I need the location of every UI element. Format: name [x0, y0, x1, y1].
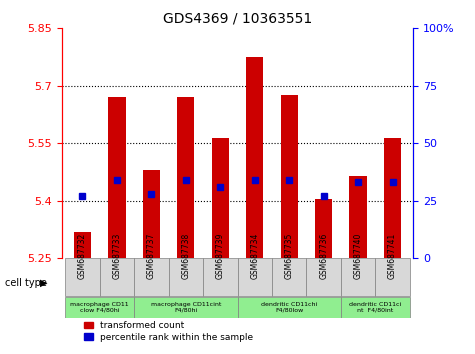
FancyBboxPatch shape	[203, 258, 238, 296]
Text: GSM687736: GSM687736	[319, 232, 328, 279]
FancyBboxPatch shape	[272, 258, 306, 296]
Legend: transformed count, percentile rank within the sample: transformed count, percentile rank withi…	[84, 321, 253, 342]
Bar	[212, 138, 229, 258]
Text: macrophage CD11cint
F4/80hi: macrophage CD11cint F4/80hi	[151, 302, 221, 313]
Bar	[108, 97, 125, 258]
FancyBboxPatch shape	[238, 258, 272, 296]
Bar	[384, 138, 401, 258]
FancyBboxPatch shape	[100, 258, 134, 296]
Text: GSM687739: GSM687739	[216, 232, 225, 279]
Text: GSM687738: GSM687738	[181, 233, 190, 279]
Text: macrophage CD11
clow F4/80hi: macrophage CD11 clow F4/80hi	[70, 302, 129, 313]
Text: dendritic CD11ci
nt  F4/80int: dendritic CD11ci nt F4/80int	[349, 302, 401, 313]
Bar	[177, 97, 194, 258]
FancyBboxPatch shape	[375, 258, 410, 296]
Text: GSM687735: GSM687735	[285, 232, 294, 279]
Text: GSM687741: GSM687741	[388, 233, 397, 279]
Bar	[74, 232, 91, 258]
Text: cell type: cell type	[5, 278, 47, 288]
Text: ▶: ▶	[40, 278, 48, 288]
Text: GSM687733: GSM687733	[113, 232, 122, 279]
Text: dendritic CD11chi
F4/80low: dendritic CD11chi F4/80low	[261, 302, 317, 313]
FancyBboxPatch shape	[134, 297, 238, 318]
Text: GSM687732: GSM687732	[78, 233, 87, 279]
FancyBboxPatch shape	[65, 297, 134, 318]
Bar	[350, 176, 367, 258]
FancyBboxPatch shape	[134, 258, 169, 296]
Bar	[315, 199, 332, 258]
FancyBboxPatch shape	[341, 297, 410, 318]
Text: GSM687737: GSM687737	[147, 232, 156, 279]
Bar	[246, 57, 263, 258]
FancyBboxPatch shape	[306, 258, 341, 296]
Bar	[281, 96, 298, 258]
FancyBboxPatch shape	[238, 297, 341, 318]
Text: GSM687734: GSM687734	[250, 232, 259, 279]
Text: GSM687740: GSM687740	[353, 232, 362, 279]
Bar	[142, 170, 160, 258]
FancyBboxPatch shape	[169, 258, 203, 296]
FancyBboxPatch shape	[65, 258, 100, 296]
FancyBboxPatch shape	[341, 258, 375, 296]
Title: GDS4369 / 10363551: GDS4369 / 10363551	[163, 12, 312, 26]
